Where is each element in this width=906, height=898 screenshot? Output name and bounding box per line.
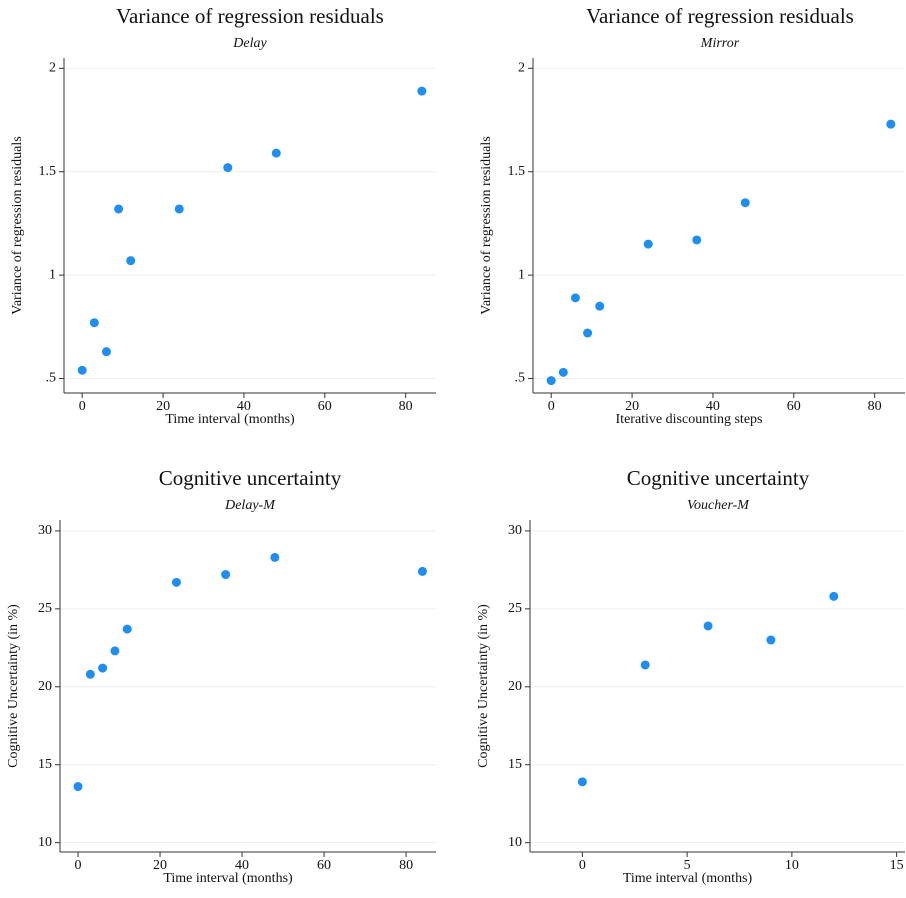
x-tick-label: 20 <box>153 858 167 873</box>
point <box>886 119 896 129</box>
point <box>643 239 653 249</box>
y-tick-label: 1 <box>518 267 525 282</box>
x-tick-label: 5 <box>684 858 691 873</box>
y-tick-label: 1 <box>49 267 56 282</box>
point <box>270 552 280 562</box>
point <box>89 318 99 328</box>
point <box>703 621 713 631</box>
y-tick-label: .5 <box>515 371 526 386</box>
point <box>114 204 124 214</box>
x-tick-label: 80 <box>399 858 413 873</box>
x-tick-label: 60 <box>318 399 332 414</box>
x-axis-label: Time interval (months) <box>163 871 293 886</box>
chart-title: Variance of regression residuals <box>586 4 854 28</box>
chart-subtitle: Mirror <box>700 36 740 51</box>
point <box>766 635 776 645</box>
y-tick-label: .5 <box>46 371 57 386</box>
y-tick-label: 10 <box>508 835 522 850</box>
chart-subtitle: Delay <box>232 36 267 51</box>
point <box>546 376 556 386</box>
y-tick-label: 20 <box>38 679 52 694</box>
x-tick-label: 0 <box>75 858 82 873</box>
y-tick-label: 15 <box>508 757 522 772</box>
point <box>740 198 750 208</box>
point <box>110 646 120 656</box>
x-tick-label: 60 <box>317 858 331 873</box>
y-tick-label: 1.5 <box>39 164 57 179</box>
y-tick-label: 10 <box>38 835 52 850</box>
chart-title: Cognitive uncertainty <box>627 466 810 490</box>
point <box>558 367 568 377</box>
point <box>73 782 83 792</box>
chart-subtitle: Delay-M <box>224 498 276 513</box>
y-tick-label: 25 <box>38 601 52 616</box>
y-tick-label: 25 <box>508 601 522 616</box>
x-tick-label: 80 <box>868 399 882 414</box>
point <box>98 663 108 673</box>
y-axis-label: Variance of regression residuals <box>10 136 25 314</box>
y-tick-label: 30 <box>508 523 522 538</box>
point <box>417 566 427 576</box>
point <box>77 365 87 375</box>
y-axis-label: Cognitive Uncertainty (in %) <box>6 604 21 768</box>
x-tick-label: 60 <box>787 399 801 414</box>
point <box>595 301 605 311</box>
chart-title: Cognitive uncertainty <box>159 466 342 490</box>
y-tick-label: 1.5 <box>508 164 526 179</box>
x-tick-label: 15 <box>890 858 904 873</box>
point <box>570 293 580 303</box>
point <box>692 235 702 245</box>
point <box>417 86 427 96</box>
point <box>271 148 281 158</box>
x-tick-label: 40 <box>235 858 249 873</box>
point <box>640 660 650 670</box>
point <box>126 256 136 266</box>
point <box>223 163 233 173</box>
y-tick-label: 15 <box>38 757 52 772</box>
point <box>174 204 184 214</box>
x-tick-label: 40 <box>237 399 251 414</box>
point <box>171 577 181 587</box>
x-tick-label: 40 <box>706 399 720 414</box>
point <box>122 624 132 634</box>
point <box>829 591 839 601</box>
x-tick-label: 0 <box>548 399 555 414</box>
x-tick-label: 80 <box>399 399 413 414</box>
x-tick-label: 20 <box>156 399 170 414</box>
x-tick-label: 20 <box>625 399 639 414</box>
y-tick-label: 30 <box>38 523 52 538</box>
point <box>577 777 587 787</box>
point <box>221 570 231 580</box>
y-tick-label: 20 <box>508 679 522 694</box>
x-tick-label: 10 <box>785 858 799 873</box>
point <box>583 328 593 338</box>
chart-subtitle: Voucher-M <box>687 498 750 513</box>
y-axis-label: Variance of regression residuals <box>479 136 494 314</box>
y-tick-label: 2 <box>518 61 525 76</box>
chart-title: Variance of regression residuals <box>116 4 384 28</box>
point <box>101 347 111 357</box>
x-tick-label: 0 <box>79 399 86 414</box>
x-tick-label: 0 <box>579 858 586 873</box>
x-axis-label: Time interval (months) <box>623 871 753 886</box>
x-axis-label: Time interval (months) <box>165 412 295 427</box>
x-axis-label: Iterative discounting steps <box>616 412 763 427</box>
y-axis-label: Cognitive Uncertainty (in %) <box>476 604 491 768</box>
y-tick-label: 2 <box>49 61 56 76</box>
point <box>85 669 95 679</box>
